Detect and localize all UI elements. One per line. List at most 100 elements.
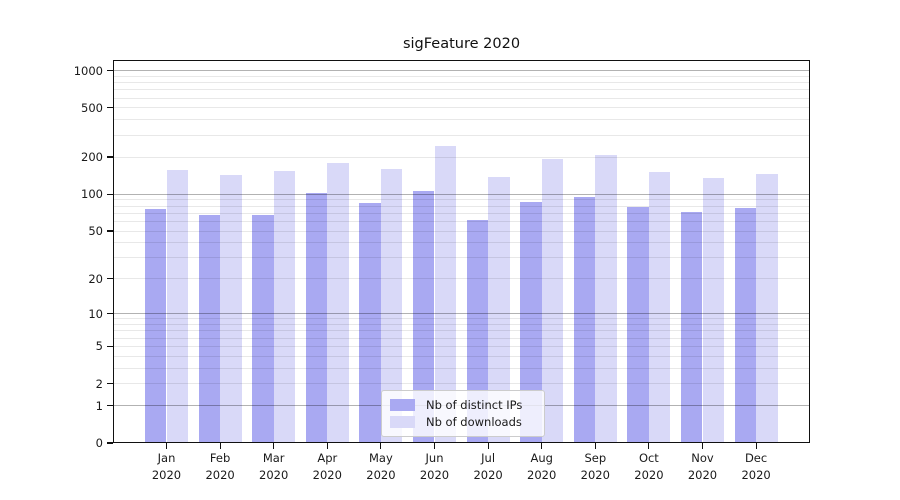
bar-downloads-mar bbox=[273, 170, 296, 443]
x-tick-label-year: 2020 bbox=[312, 467, 342, 482]
bar-downloads-sep bbox=[595, 155, 617, 443]
x-tick-sep bbox=[594, 443, 596, 449]
x-tick-label-year: 2020 bbox=[634, 467, 664, 482]
gridline-minor-800 bbox=[113, 82, 810, 84]
y-tick-label-5: 5 bbox=[95, 339, 103, 354]
gridline-minor-9 bbox=[113, 318, 810, 320]
chart-title: sigFeature 2020 bbox=[402, 36, 521, 52]
y-tick-200 bbox=[107, 156, 113, 158]
x-tick-label-month: Aug bbox=[530, 451, 553, 465]
bar-distinct-ips-jun bbox=[412, 190, 435, 443]
x-tick-label-year: 2020 bbox=[527, 467, 557, 482]
x-tick-label-month: Sep bbox=[584, 451, 607, 465]
bar-distinct-ips-aug bbox=[520, 202, 542, 443]
x-tick-label-month: Nov bbox=[691, 451, 714, 465]
x-tick-label-may: May 2020 bbox=[351, 450, 411, 483]
y-tick-label-100: 100 bbox=[81, 187, 103, 202]
legend-label-downloads: Nb of downloads bbox=[426, 415, 522, 429]
x-tick-apr bbox=[326, 443, 328, 449]
y-tick-label-20: 20 bbox=[88, 271, 103, 286]
x-tick-label-year: 2020 bbox=[473, 467, 503, 482]
y-tick-label-10: 10 bbox=[88, 306, 103, 321]
x-tick-label-month: Oct bbox=[638, 451, 659, 465]
gridline-minor-4 bbox=[113, 355, 810, 357]
gridline-minor-30 bbox=[113, 257, 810, 259]
x-tick-jan bbox=[165, 443, 168, 449]
x-tick-label-year: 2020 bbox=[259, 467, 289, 482]
x-tick-oct bbox=[648, 443, 650, 449]
gridline-minor-300 bbox=[113, 134, 810, 136]
gridline-minor-400 bbox=[113, 119, 810, 121]
legend-label-distinct-ips: Nb of distinct IPs bbox=[426, 398, 523, 412]
bar-distinct-ips-sep bbox=[573, 196, 596, 443]
gridline-major-1000 bbox=[113, 70, 810, 71]
x-tick-label-sep: Sep 2020 bbox=[565, 450, 625, 483]
y-tick-50 bbox=[107, 230, 113, 232]
bar-distinct-ips-feb bbox=[198, 215, 221, 443]
gridline-minor-2 bbox=[113, 383, 810, 385]
x-tick-label-year: 2020 bbox=[687, 467, 718, 482]
y-tick-label-1000: 1000 bbox=[73, 63, 103, 78]
x-tick-mar bbox=[273, 443, 275, 449]
gridline-minor-20 bbox=[113, 278, 810, 280]
y-tick-500 bbox=[107, 107, 113, 109]
legend-swatch-distinct-ips-icon bbox=[390, 399, 415, 411]
x-tick-label-month: Apr bbox=[317, 451, 338, 465]
bar-downloads-dec bbox=[756, 173, 778, 443]
bar-distinct-ips-apr bbox=[305, 192, 328, 443]
bar-distinct-ips-nov bbox=[680, 212, 703, 443]
x-tick-label-dec: Dec 2020 bbox=[726, 450, 786, 483]
gridline-major-10 bbox=[113, 313, 810, 315]
x-tick-feb bbox=[219, 443, 221, 449]
y-tick-label-200: 200 bbox=[81, 150, 103, 165]
bar-distinct-ips-may bbox=[359, 202, 381, 443]
y-tick-100 bbox=[107, 193, 113, 195]
x-tick-label-year: 2020 bbox=[205, 467, 235, 482]
x-tick-label-oct: Oct 2020 bbox=[619, 450, 679, 483]
bar-distinct-ips-oct bbox=[627, 206, 649, 443]
x-tick-aug bbox=[541, 443, 543, 449]
y-tick-5 bbox=[107, 345, 113, 347]
gridline-minor-6 bbox=[113, 337, 810, 339]
gridline-minor-7 bbox=[113, 330, 810, 332]
x-tick-label-year: 2020 bbox=[151, 467, 182, 482]
y-tick-1000 bbox=[107, 69, 113, 72]
x-tick-label-month: Feb bbox=[209, 451, 231, 465]
y-tick-2 bbox=[107, 383, 113, 385]
legend-item-distinct-ips: Nb of distinct IPs bbox=[390, 398, 536, 412]
y-tick-label-50: 50 bbox=[88, 224, 103, 238]
bar-downloads-jul bbox=[488, 176, 510, 443]
y-tick-1 bbox=[107, 405, 113, 407]
y-tick-label-1: 1 bbox=[95, 398, 103, 413]
x-tick-label-aug: Aug 2020 bbox=[512, 450, 572, 483]
bar-downloads-jan bbox=[166, 169, 189, 443]
x-tick-label-year: 2020 bbox=[580, 467, 610, 482]
x-tick-label-mar: Mar 2020 bbox=[244, 450, 304, 483]
gridline-minor-3 bbox=[113, 367, 810, 369]
bar-downloads-apr bbox=[327, 163, 349, 443]
x-tick-jul bbox=[487, 443, 489, 449]
x-tick-nov bbox=[701, 443, 704, 449]
x-tick-label-month: Jan bbox=[157, 451, 176, 465]
x-tick-label-month: Mar bbox=[262, 451, 285, 465]
x-tick-label-jul: Jul 2020 bbox=[458, 450, 518, 483]
x-tick-label-year: 2020 bbox=[366, 467, 396, 482]
x-tick-label-jan: Jan 2020 bbox=[137, 450, 197, 483]
bar-downloads-feb bbox=[220, 175, 242, 443]
legend-swatch-downloads-icon bbox=[390, 416, 415, 428]
gridline-minor-500 bbox=[113, 107, 810, 109]
gridline-minor-8 bbox=[113, 324, 810, 326]
y-tick-label-0: 0 bbox=[95, 436, 103, 450]
x-tick-label-jun: Jun 2020 bbox=[405, 450, 465, 483]
bar-distinct-ips-jul bbox=[466, 220, 489, 443]
bar-distinct-ips-dec bbox=[734, 208, 757, 443]
legend-item-downloads: Nb of downloads bbox=[390, 415, 536, 429]
y-tick-0 bbox=[107, 442, 113, 444]
bar-distinct-ips-mar bbox=[252, 214, 274, 443]
x-tick-dec bbox=[755, 443, 757, 449]
bar-downloads-jun bbox=[434, 145, 457, 443]
bar-downloads-may bbox=[380, 169, 403, 443]
x-tick-label-month: May bbox=[369, 451, 393, 465]
bar-downloads-nov bbox=[702, 178, 725, 443]
